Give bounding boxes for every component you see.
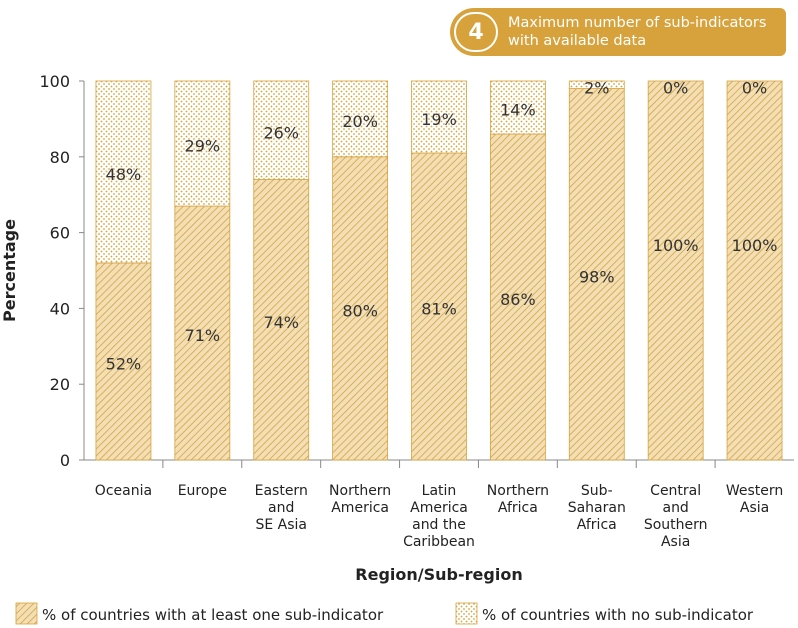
data-label: 74% bbox=[263, 313, 299, 332]
legend-label: % of countries with at least one sub-ind… bbox=[42, 606, 384, 624]
y-tick-label: 20 bbox=[50, 375, 70, 394]
category-label: Eastern and SE Asia bbox=[255, 483, 308, 533]
category-label: Oceania bbox=[95, 483, 152, 499]
legend-swatch-with-sub-indicator bbox=[15, 602, 38, 625]
category-label: Northern Africa bbox=[487, 483, 549, 516]
category-label-line: Latin bbox=[422, 483, 457, 499]
data-label: 26% bbox=[263, 123, 299, 142]
category-label-line: SE Asia bbox=[255, 517, 307, 533]
category-label: Europe bbox=[178, 483, 227, 499]
bar-segment-no-sub-indicator bbox=[95, 80, 152, 264]
y-tick-label: 100 bbox=[39, 72, 70, 91]
bar-segment-no-sub-indicator bbox=[411, 80, 467, 154]
category-label-line: Southern bbox=[644, 517, 708, 533]
category-label-line: Northern bbox=[487, 483, 549, 499]
legend-label: % of countries with no sub-indicator bbox=[482, 606, 754, 624]
bar-segment-with-sub-indicator bbox=[253, 179, 310, 461]
data-label: 86% bbox=[500, 290, 536, 309]
y-tick-label: 80 bbox=[50, 148, 70, 167]
badge-number: 4 bbox=[454, 12, 498, 52]
category-label-line: Oceania bbox=[95, 483, 152, 499]
data-label: 0% bbox=[742, 79, 767, 98]
sub-indicator-badge: 4 Maximum number of sub-indicators with … bbox=[450, 8, 786, 56]
data-label: 20% bbox=[342, 112, 378, 131]
category-label-line: and the bbox=[412, 517, 466, 533]
category-label-line: Africa bbox=[498, 500, 538, 516]
data-label: 19% bbox=[421, 110, 457, 129]
category-label-line: Northern bbox=[329, 483, 391, 499]
bar-segment-with-sub-indicator bbox=[95, 262, 152, 461]
data-label: 52% bbox=[106, 354, 142, 373]
category-label-line: Asia bbox=[740, 500, 769, 516]
y-tick-label: 0 bbox=[60, 451, 70, 470]
category-label-line: America bbox=[410, 500, 468, 516]
legend-swatch-no-sub-indicator bbox=[455, 602, 478, 625]
data-label: 98% bbox=[579, 267, 615, 286]
category-label-line: Asia bbox=[661, 534, 690, 550]
y-tick-label: 40 bbox=[50, 299, 70, 318]
bar-segment-with-sub-indicator bbox=[411, 152, 467, 461]
data-label: 29% bbox=[185, 137, 221, 156]
category-label-line: Saharan bbox=[568, 500, 626, 516]
category-label-line: Europe bbox=[178, 483, 227, 499]
bar-segment-no-sub-indicator bbox=[568, 80, 625, 89]
data-label: 100% bbox=[653, 236, 699, 255]
category-label: Western Asia bbox=[726, 483, 783, 516]
badge-background bbox=[450, 8, 786, 56]
bar-segment-no-sub-indicator bbox=[489, 80, 546, 135]
y-axis-title: Percentage bbox=[0, 219, 19, 322]
category-label-line: and bbox=[268, 500, 294, 516]
category-label-line: and bbox=[662, 500, 688, 516]
data-label: 100% bbox=[732, 236, 778, 255]
bar-segment-with-sub-indicator bbox=[647, 80, 704, 461]
category-label: Northern America bbox=[329, 483, 391, 516]
category-label-line: Sub- bbox=[581, 483, 613, 499]
category-label-line: Africa bbox=[577, 517, 617, 533]
category-label-line: America bbox=[331, 500, 389, 516]
category-label-line: Central bbox=[650, 483, 701, 499]
data-label: 80% bbox=[342, 301, 378, 320]
bar-segment-with-sub-indicator bbox=[489, 133, 546, 461]
data-label: 71% bbox=[185, 326, 221, 345]
category-label: Central and Southern Asia bbox=[644, 483, 708, 550]
category-label-line: Eastern bbox=[255, 483, 308, 499]
bar-segment-with-sub-indicator bbox=[568, 88, 625, 461]
bar-segment-no-sub-indicator bbox=[174, 80, 231, 207]
category-label-line: Caribbean bbox=[403, 534, 475, 550]
category-label: Sub-Saharan Africa bbox=[568, 483, 626, 533]
category-label-line: Western bbox=[726, 483, 783, 499]
bar-segment-with-sub-indicator bbox=[174, 205, 231, 461]
bar-segment-with-sub-indicator bbox=[332, 156, 389, 461]
bar-segment-no-sub-indicator bbox=[332, 80, 389, 158]
category-label: Latin America and the Caribbean bbox=[403, 483, 475, 550]
data-label: 2% bbox=[584, 79, 609, 98]
data-label: 48% bbox=[106, 165, 142, 184]
x-axis-title: Region/Sub-region bbox=[355, 565, 522, 584]
data-label: 14% bbox=[500, 101, 536, 120]
data-label: 0% bbox=[663, 79, 688, 98]
data-label: 81% bbox=[421, 300, 457, 319]
y-tick-label: 60 bbox=[50, 224, 70, 243]
bar-segment-with-sub-indicator bbox=[726, 80, 783, 461]
badge-text: Maximum number of sub-indicators with av… bbox=[508, 15, 767, 49]
bar-segment-no-sub-indicator bbox=[253, 80, 310, 180]
